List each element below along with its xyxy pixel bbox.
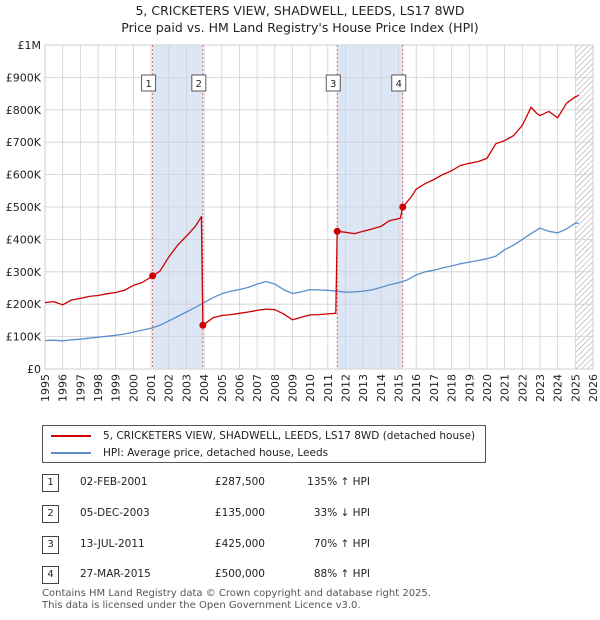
- x-tick-label: 2003: [180, 374, 193, 402]
- sale-label-box: [191, 74, 207, 92]
- sale-point: [149, 272, 157, 280]
- transaction-number: 3: [42, 536, 59, 554]
- x-tick-label: 2026: [587, 374, 600, 402]
- sale-label-box: [325, 74, 341, 92]
- transaction-row: 1 02-FEB-2001 £287,500 135% ↑ HPI: [0, 474, 600, 494]
- y-tick-label: £200K: [6, 298, 42, 311]
- legend-label-property: 5, CRICKETERS VIEW, SHADWELL, LEEDS, LS1…: [103, 430, 476, 442]
- x-tick-label: 2017: [428, 374, 441, 402]
- x-tick-label: 1996: [57, 374, 70, 402]
- x-tick-label: 1998: [92, 374, 105, 402]
- y-tick-label: £0: [27, 363, 41, 376]
- x-tick-label: 2000: [127, 374, 140, 402]
- y-tick-label: £400K: [6, 233, 42, 246]
- x-tick-label: 2006: [233, 374, 246, 402]
- x-tick-label: 2019: [463, 374, 476, 402]
- legend-item-property: 5, CRICKETERS VIEW, SHADWELL, LEEDS, LS1…: [51, 428, 475, 444]
- transaction-date: 27-MAR-2015: [80, 568, 151, 580]
- transaction-price: £500,000: [214, 568, 265, 580]
- x-tick-label: 2004: [198, 374, 211, 402]
- transaction-date: 02-FEB-2001: [80, 476, 148, 488]
- transaction-hpi: 135% ↑ HPI: [307, 476, 370, 488]
- transaction-row: 2 05-DEC-2003 £135,000 33% ↓ HPI: [0, 505, 600, 525]
- y-tick-label: £700K: [6, 136, 42, 149]
- sale-label: 2: [196, 79, 202, 90]
- x-tick-label: 2025: [569, 374, 582, 402]
- x-tick-label: 2023: [534, 374, 547, 402]
- x-tick-label: 2005: [216, 374, 229, 402]
- chart-legend: 5, CRICKETERS VIEW, SHADWELL, LEEDS, LS1…: [42, 425, 486, 463]
- x-tick-label: 1999: [110, 374, 123, 402]
- price-chart: 1 2 3 4 £0 £100K £200K £300K £400K £500K £600K £700…: [6, 39, 600, 402]
- transaction-hpi: 88% ↑ HPI: [313, 568, 370, 580]
- sale-label: 3: [330, 79, 336, 90]
- x-tick-label: 2022: [516, 374, 529, 402]
- transaction-row: 4 27-MAR-2015 £500,000 88% ↑ HPI: [0, 566, 600, 586]
- x-tick-label: 2021: [499, 374, 512, 402]
- footer-licence: This data is licensed under the Open Gov…: [42, 600, 361, 611]
- y-tick-label: £100K: [6, 331, 42, 344]
- legend-item-hpi: HPI: Average price, detached house, Leed…: [51, 445, 328, 461]
- x-tick-label: 2002: [163, 374, 176, 402]
- legend-label-hpi: HPI: Average price, detached house, Leed…: [103, 447, 329, 459]
- sale-label: 4: [396, 79, 402, 90]
- footer-note: Contains HM Land Registry data © Crown c…: [42, 588, 431, 612]
- x-tick-label: 1997: [74, 374, 87, 402]
- series-line-property: [44, 94, 580, 326]
- transaction-price: £425,000: [214, 538, 265, 550]
- sale-point: [199, 321, 207, 329]
- transaction-date: 13-JUL-2011: [80, 538, 145, 550]
- y-tick-label: £900K: [6, 71, 42, 84]
- sale-point: [333, 227, 341, 235]
- transaction-hpi: 70% ↑ HPI: [313, 538, 370, 550]
- x-tick-label: 2010: [304, 374, 317, 402]
- transaction-row: 3 13-JUL-2011 £425,000 70% ↑ HPI: [0, 536, 600, 556]
- transaction-hpi: 33% ↓ HPI: [313, 507, 370, 519]
- chart-title-line2: Price paid vs. HM Land Registry's House …: [121, 20, 479, 35]
- x-tick-label: 2018: [446, 374, 459, 402]
- footer-copyright: Contains HM Land Registry data © Crown c…: [42, 588, 431, 599]
- x-tick-label: 2016: [410, 374, 423, 402]
- x-tick-label: 1995: [39, 374, 52, 402]
- y-tick-label: £500K: [6, 201, 42, 214]
- x-tick-label: 2009: [286, 374, 299, 402]
- transaction-date: 05-DEC-2003: [80, 507, 150, 519]
- transaction-price: £287,500: [214, 476, 265, 488]
- x-tick-label: 2013: [357, 374, 370, 402]
- x-tick-label: 2008: [269, 374, 282, 402]
- x-tick-label: 2024: [552, 374, 565, 402]
- x-tick-label: 2012: [340, 374, 353, 402]
- sale-label: 1: [145, 79, 151, 90]
- transaction-price: £135,000: [214, 507, 265, 519]
- transaction-number: 2: [42, 505, 59, 523]
- transaction-number: 1: [42, 474, 59, 492]
- x-tick-label: 2015: [393, 374, 406, 402]
- transaction-number: 4: [42, 566, 59, 584]
- x-tick-label: 2020: [481, 374, 494, 402]
- y-tick-label: £1M: [18, 39, 42, 52]
- y-tick-label: £600K: [6, 169, 42, 182]
- legend-swatch-property: [51, 435, 91, 437]
- sale-point: [399, 203, 407, 211]
- x-tick-label: 2014: [375, 374, 388, 402]
- series-line-hpi: [44, 222, 579, 342]
- x-tick-label: 2001: [145, 374, 158, 402]
- x-tick-label: 2007: [251, 374, 264, 402]
- legend-swatch-hpi: [51, 452, 91, 454]
- chart-title-line1: 5, CRICKETERS VIEW, SHADWELL, LEEDS, LS1…: [135, 3, 465, 18]
- y-tick-label: £300K: [6, 266, 42, 279]
- sale-label-box: [391, 74, 407, 92]
- x-tick-label: 2011: [322, 374, 335, 402]
- y-tick-label: £800K: [6, 104, 42, 117]
- sale-label-box: [141, 74, 157, 92]
